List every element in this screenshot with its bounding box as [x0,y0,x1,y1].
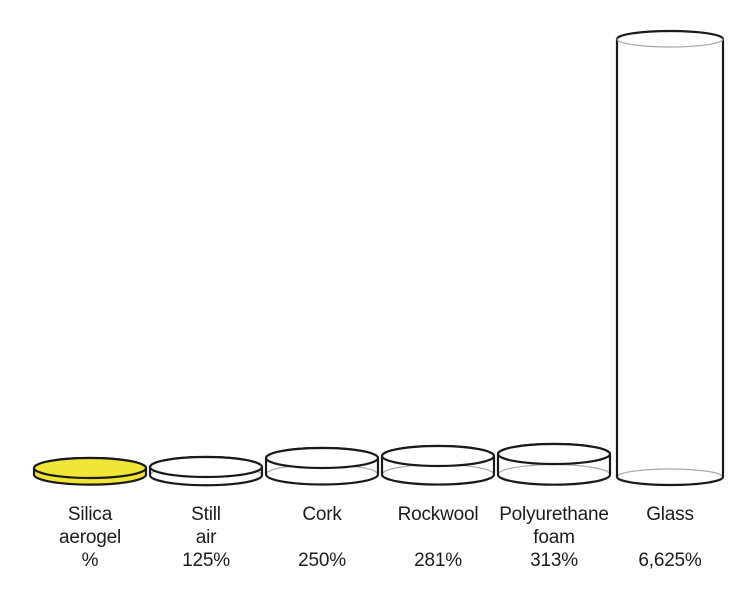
cylinder-chart: Silica aerogel% Still air 125% Cork 250% Rockwo… [32,0,728,572]
cork-name: Cork [298,503,346,549]
polyurethane-foam-cylinder [496,443,612,487]
still-air-name-line: air [195,527,217,548]
cork-cylinder [264,447,380,487]
still-air-value: 125% [182,550,230,571]
silica-aerogel-name: Silica aerogel [59,503,121,549]
still-air-labels: Still air 125% [182,503,230,572]
silica-aerogel-cylinder-area [32,0,148,487]
still-air-name: Still air [182,503,230,549]
column-silica-aerogel: Silica aerogel% [32,0,148,572]
cork-value: 250% [298,550,346,571]
silica-aerogel-name-line: aerogel [59,527,121,548]
column-polyurethane-foam: Polyurethane foam 313% [496,0,612,572]
rockwool-cylinder-area [380,0,496,487]
silica-aerogel-value: % [81,550,99,571]
glass-cylinder-area [612,0,728,487]
column-glass: Glass 6,625% [612,0,728,572]
cork-name-line: Cork [302,504,342,525]
rockwool-cylinder [380,445,496,487]
column-rockwool: Rockwool 281% [380,0,496,572]
polyurethane-foam-name-line: Polyurethane [499,504,609,525]
glass-value: 6,625% [638,550,702,571]
column-cork: Cork 250% [264,0,380,572]
still-air-cylinder [148,455,264,487]
polyurethane-foam-name-line: foam [533,527,575,548]
rockwool-value: 281% [414,550,462,571]
rockwool-name-line: Rockwool [397,504,479,525]
polyurethane-foam-labels: Polyurethane foam 313% [499,503,609,572]
glass-labels: Glass 6,625% [638,503,701,572]
rockwool-name: Rockwool [398,503,479,549]
silica-aerogel-labels: Silica aerogel% [59,503,121,572]
column-still-air: Still air 125% [148,0,264,572]
silica-aerogel-name-line: Silica [67,504,113,525]
still-air-cylinder-area [148,0,264,487]
still-air-name-line: Still [191,504,221,525]
glass-cylinder [615,29,725,487]
rockwool-labels: Rockwool 281% [398,503,479,572]
cork-cylinder-area [264,0,380,487]
cork-labels: Cork 250% [298,503,346,572]
glass-name-line: Glass [646,504,694,525]
silica-aerogel-cylinder [32,457,148,487]
glass-name: Glass [638,503,701,549]
polyurethane-foam-value: 313% [530,550,578,571]
polyurethane-foam-name: Polyurethane foam [499,503,609,549]
polyurethane-foam-cylinder-area [496,0,612,487]
